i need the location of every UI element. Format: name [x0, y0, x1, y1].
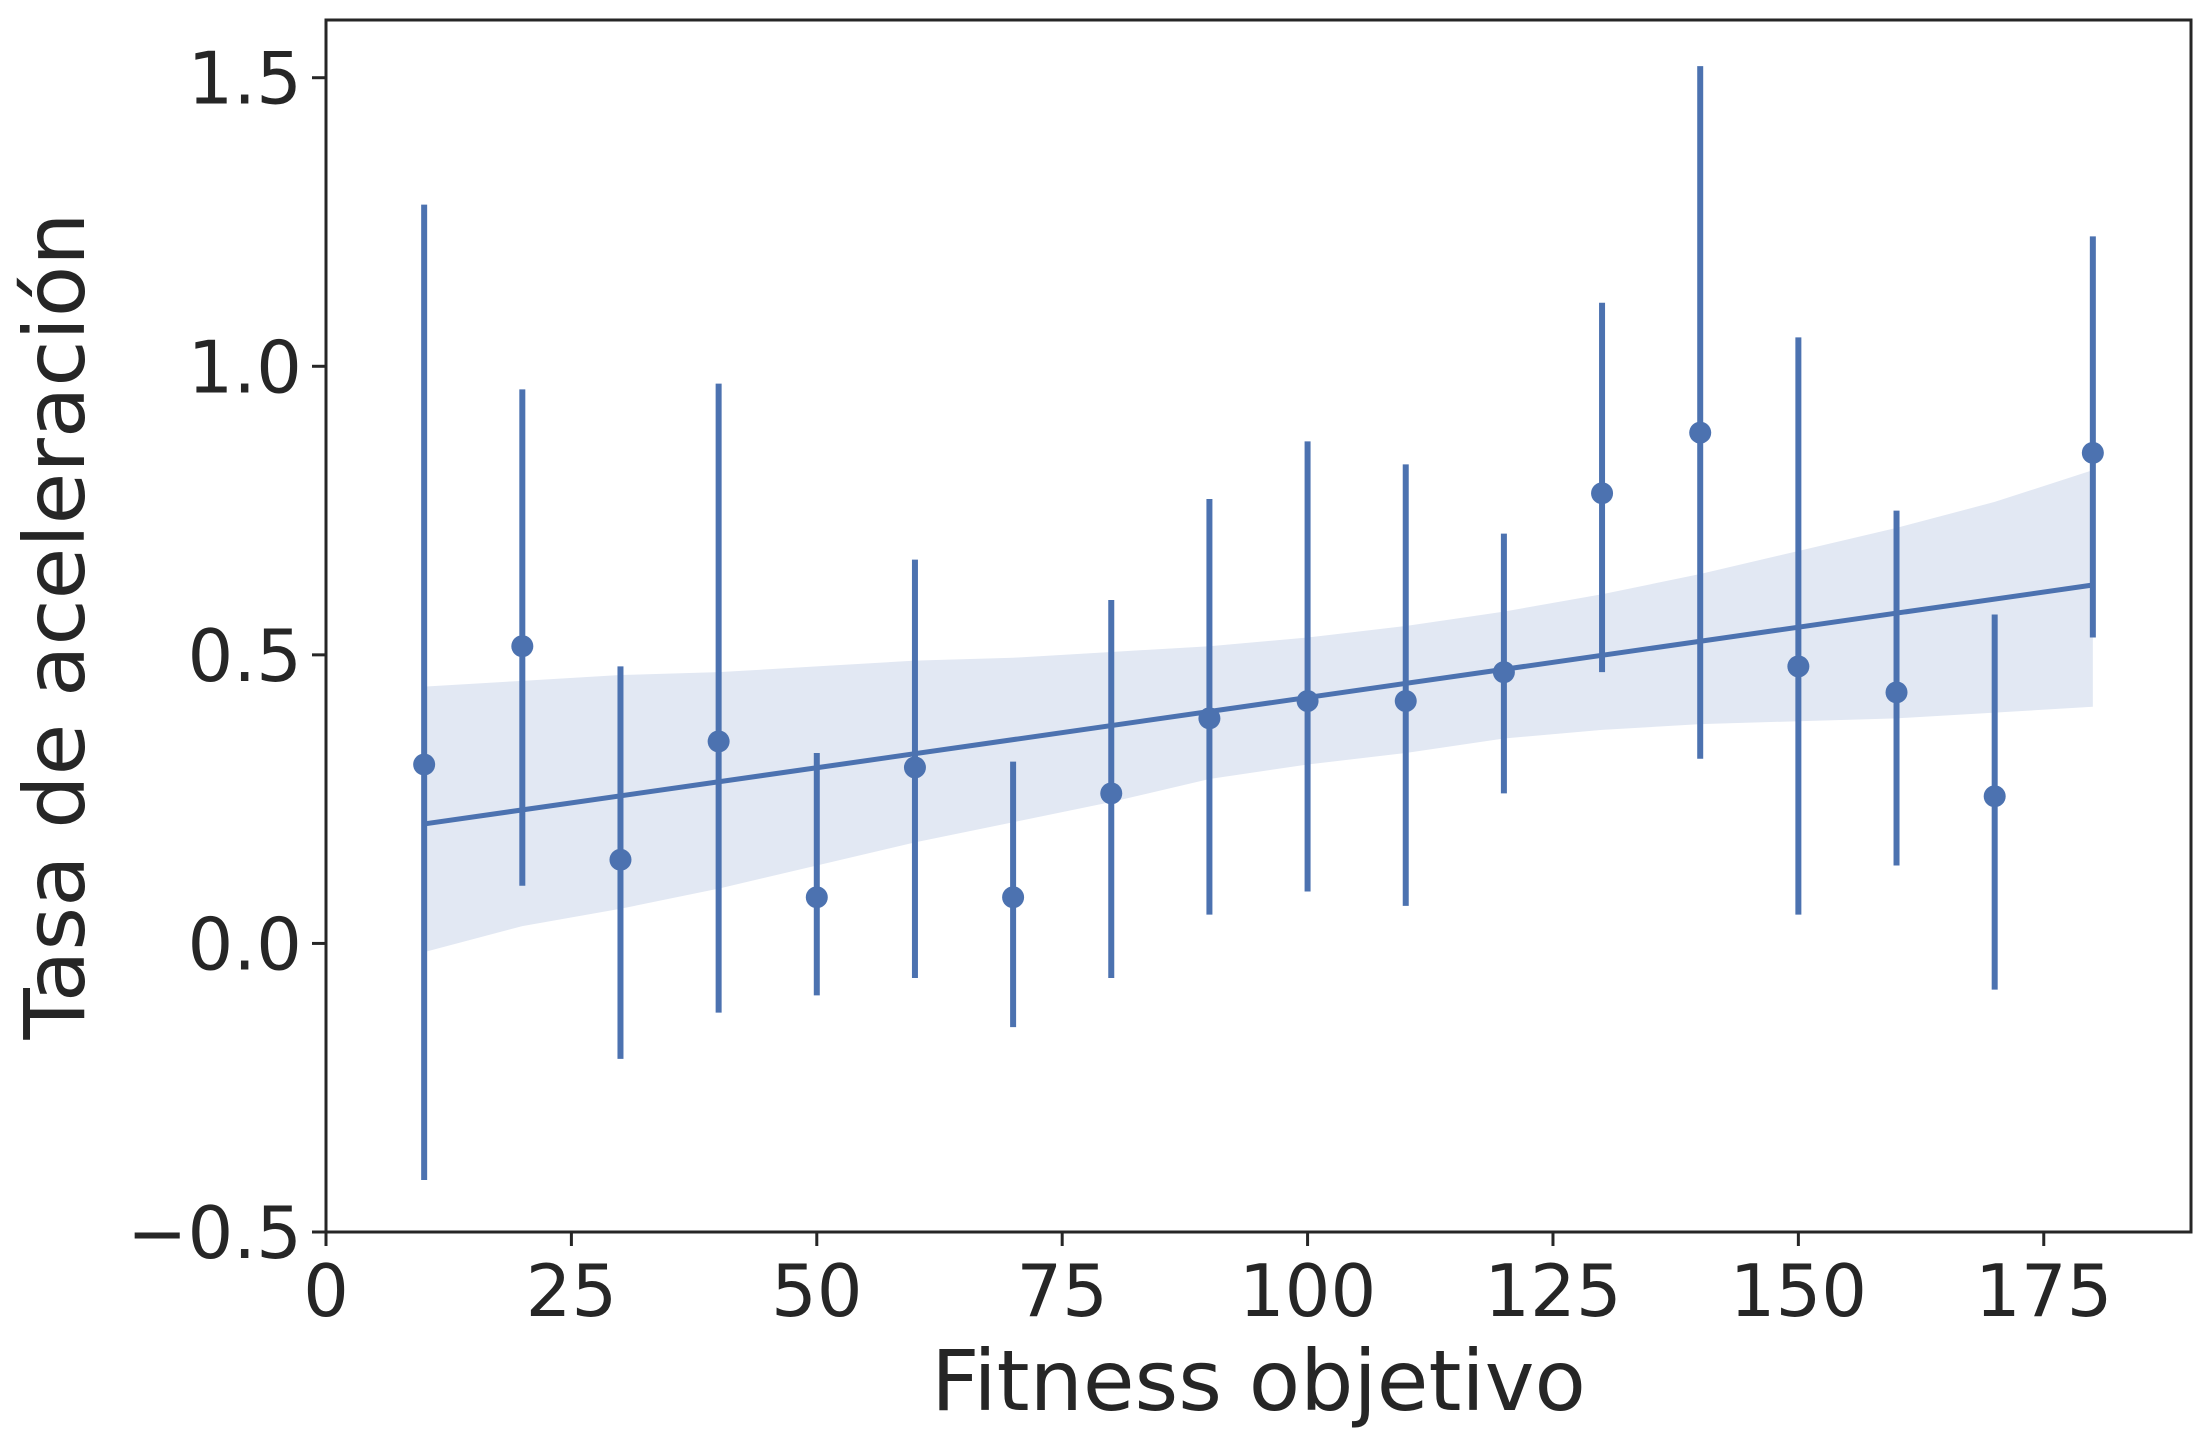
y-axis: −0.5 0.0 0.5 1.0 1.5	[127, 37, 326, 1275]
data-point	[1689, 421, 1712, 444]
x-tick-label: 100	[1239, 1249, 1376, 1333]
y-tick-label: −0.5	[127, 1191, 302, 1275]
x-tick-label: 125	[1484, 1249, 1621, 1333]
data-point	[1002, 886, 1025, 909]
regression-layer	[423, 582, 2094, 827]
plot-frame	[324, 18, 2193, 1234]
data-point	[609, 848, 632, 871]
x-tick-label: 25	[526, 1249, 618, 1333]
x-tick-label: 0	[303, 1249, 349, 1333]
x-tick-label: 75	[1016, 1249, 1108, 1333]
regression-line	[423, 582, 2094, 827]
data-point	[805, 886, 828, 909]
data-point	[707, 730, 730, 753]
x-tick-label: 150	[1730, 1249, 1867, 1333]
x-axis-title: Fitness objetivo	[931, 1332, 1586, 1430]
y-tick-label: 1.0	[187, 325, 302, 409]
x-tick-label: 175	[1975, 1249, 2112, 1333]
data-point	[1787, 655, 1810, 678]
data-point	[2081, 441, 2104, 464]
data-point	[1885, 681, 1908, 704]
data-point	[1492, 661, 1515, 684]
data-point	[1394, 690, 1417, 713]
data-point	[1100, 782, 1123, 805]
confidence-band	[424, 470, 2093, 953]
data-point	[1296, 690, 1319, 713]
data-point	[413, 753, 436, 776]
x-axis: 0 25 50 75 100 125 150 175	[303, 1232, 2112, 1333]
confidence-band-layer	[424, 470, 2093, 953]
data-point	[1198, 707, 1221, 730]
data-point	[1591, 482, 1614, 505]
data-point	[903, 756, 926, 779]
x-tick-label: 50	[771, 1249, 863, 1333]
y-tick-label: 0.5	[187, 614, 302, 698]
y-axis-title: Tasa de aceleración	[6, 212, 104, 1040]
data-point	[511, 635, 534, 658]
y-tick-label: 0.0	[187, 902, 302, 986]
y-tick-label: 1.5	[187, 37, 302, 121]
data-point	[1983, 785, 2006, 808]
point-layer	[413, 421, 2104, 909]
